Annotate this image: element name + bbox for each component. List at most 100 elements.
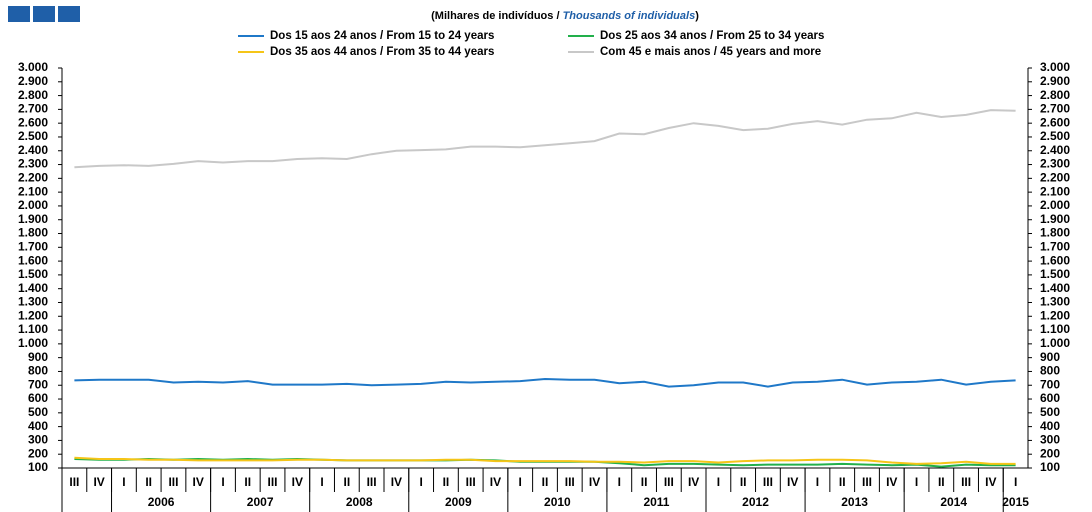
y-tick-label: 1.100 (18, 322, 48, 336)
x-tick-label: I (618, 475, 621, 489)
legend-label: Dos 35 aos 44 anos / From 35 to 44 years (270, 46, 494, 58)
y2-tick-label: 800 (1040, 364, 1060, 378)
x-tick-label: III (168, 475, 178, 489)
year-label: 2012 (742, 495, 769, 509)
year-label: 2007 (247, 495, 274, 509)
x-tick-label: I (519, 475, 522, 489)
y-tick-label: 2.200 (18, 171, 48, 185)
y2-tick-label: 700 (1040, 377, 1060, 391)
x-tick-label: II (145, 475, 152, 489)
y-tick-label: 1.700 (18, 239, 48, 253)
x-tick-label: I (1014, 475, 1017, 489)
y-tick-label: 2.800 (18, 88, 48, 102)
subtitle-part: Thousands of individuals (563, 10, 696, 22)
y-tick-label: 300 (28, 433, 48, 447)
y2-tick-label: 100 (1040, 460, 1060, 474)
y-tick-label: 2.400 (18, 143, 48, 157)
y2-tick-label: 600 (1040, 391, 1060, 405)
y2-tick-label: 1.700 (1040, 239, 1070, 253)
y-tick-label: 1.400 (18, 281, 48, 295)
y2-tick-label: 1.100 (1040, 322, 1070, 336)
y2-tick-label: 2.700 (1040, 102, 1070, 116)
y2-tick-label: 400 (1040, 419, 1060, 433)
subtitle-part: ) (695, 10, 699, 22)
x-tick-label: IV (688, 475, 699, 489)
series-line (74, 456, 1016, 465)
y2-tick-label: 900 (1040, 350, 1060, 364)
x-tick-label: I (816, 475, 819, 489)
y-tick-label: 1.600 (18, 253, 48, 267)
year-label: 2011 (643, 495, 669, 509)
x-tick-label: III (268, 475, 278, 489)
y2-tick-label: 2.300 (1040, 157, 1070, 171)
x-tick-label: II (938, 475, 945, 489)
x-tick-label: II (344, 475, 351, 489)
x-tick-label: IV (292, 475, 303, 489)
year-label: 2008 (346, 495, 373, 509)
x-tick-label: I (915, 475, 918, 489)
y2-tick-label: 1.400 (1040, 281, 1070, 295)
x-tick-label: II (740, 475, 747, 489)
y-tick-label: 500 (28, 405, 48, 419)
y-tick-label: 1.900 (18, 212, 48, 226)
year-label: 2009 (445, 495, 472, 509)
x-tick-label: IV (985, 475, 996, 489)
y2-tick-label: 200 (1040, 446, 1060, 460)
y-tick-label: 1.300 (18, 295, 48, 309)
x-tick-label: IV (93, 475, 104, 489)
y2-tick-label: 300 (1040, 433, 1060, 447)
y-tick-label: 2.000 (18, 198, 48, 212)
y2-tick-label: 2.000 (1040, 198, 1070, 212)
y-tick-label: 100 (28, 460, 48, 474)
x-tick-label: I (122, 475, 125, 489)
x-tick-label: III (466, 475, 476, 489)
y-tick-label: 2.700 (18, 102, 48, 116)
logo-block (58, 6, 80, 22)
y-tick-label: 2.500 (18, 129, 48, 143)
y2-tick-label: 1.900 (1040, 212, 1070, 226)
y2-tick-label: 2.900 (1040, 74, 1070, 88)
y-tick-label: 3.000 (18, 60, 48, 74)
x-tick-label: II (244, 475, 251, 489)
y-tick-label: 400 (28, 419, 48, 433)
x-tick-label: I (320, 475, 323, 489)
y2-tick-label: 3.000 (1040, 60, 1070, 74)
x-tick-label: IV (490, 475, 501, 489)
x-tick-label: III (565, 475, 575, 489)
y-tick-label: 2.600 (18, 115, 48, 129)
x-tick-label: IV (886, 475, 897, 489)
x-tick-label: II (839, 475, 846, 489)
y2-tick-label: 2.400 (1040, 143, 1070, 157)
x-tick-label: III (961, 475, 971, 489)
x-tick-label: IV (193, 475, 204, 489)
year-label: 2014 (940, 495, 967, 509)
series-line (74, 109, 1016, 169)
x-tick-label: III (69, 475, 79, 489)
y2-tick-label: 1.500 (1040, 267, 1070, 281)
y2-tick-label: 2.600 (1040, 115, 1070, 129)
y2-tick-label: 500 (1040, 405, 1060, 419)
x-tick-label: II (641, 475, 648, 489)
y-tick-label: 900 (28, 350, 48, 364)
y-tick-label: 2.100 (18, 184, 48, 198)
y-tick-label: 1.800 (18, 226, 48, 240)
y2-tick-label: 1.300 (1040, 295, 1070, 309)
x-tick-label: III (862, 475, 872, 489)
x-tick-label: II (542, 475, 549, 489)
x-tick-label: IV (787, 475, 798, 489)
y-tick-label: 700 (28, 377, 48, 391)
x-tick-label: II (443, 475, 450, 489)
x-tick-label: IV (589, 475, 600, 489)
chart-subtitle: (Milhares de indivíduos / Thousands of i… (431, 10, 699, 22)
x-tick-label: III (763, 475, 773, 489)
y-tick-label: 600 (28, 391, 48, 405)
x-tick-label: IV (391, 475, 402, 489)
x-tick-label: III (664, 475, 674, 489)
legend-label: Dos 25 aos 34 anos / From 25 to 34 years (600, 30, 824, 42)
x-tick-label: I (221, 475, 224, 489)
x-tick-label: I (717, 475, 720, 489)
y-tick-label: 1.200 (18, 308, 48, 322)
y-tick-label: 800 (28, 364, 48, 378)
y2-tick-label: 2.200 (1040, 171, 1070, 185)
